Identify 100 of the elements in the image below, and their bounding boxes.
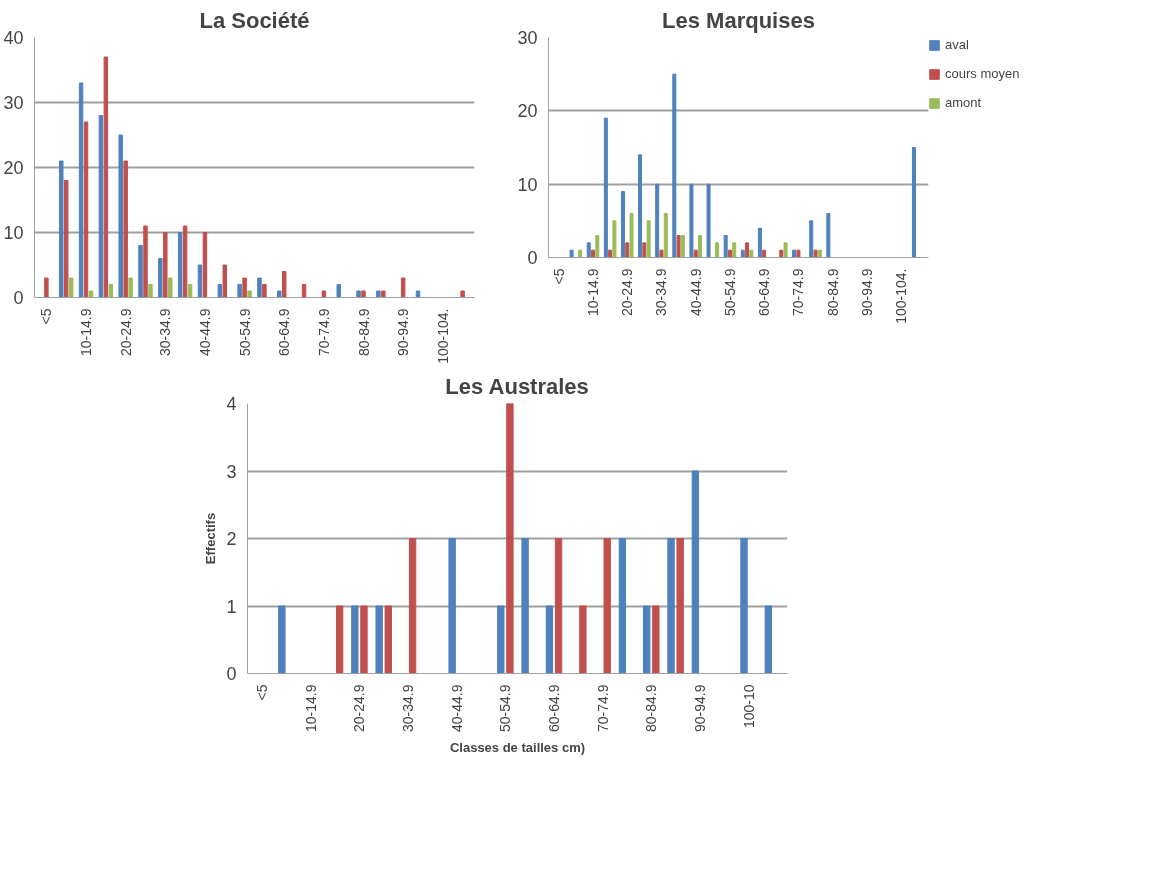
legend-label: aval	[945, 37, 969, 52]
bar	[569, 249, 574, 258]
bar	[408, 538, 417, 674]
bar	[361, 290, 366, 298]
bar	[618, 538, 627, 674]
x-tick-label: <5	[550, 268, 567, 285]
bar	[242, 277, 247, 298]
bar	[59, 160, 64, 298]
bar	[591, 249, 595, 258]
x-tick-label: 50-54.9	[721, 268, 738, 316]
bar	[749, 249, 754, 258]
bar	[667, 538, 675, 674]
bar	[521, 538, 529, 674]
bar	[764, 605, 773, 674]
bar	[655, 183, 660, 258]
bar	[448, 538, 456, 674]
y-tick-label: 20	[517, 101, 538, 122]
x-tick-label: 70-74.9	[594, 684, 611, 732]
x-tick-label: 70-74.9	[790, 268, 807, 316]
bar	[796, 249, 801, 258]
bar	[282, 271, 287, 298]
bar	[247, 290, 252, 298]
bar	[826, 213, 831, 258]
chart-title: Les Australes	[445, 373, 589, 399]
bar	[809, 220, 814, 258]
bar	[740, 538, 748, 674]
y-tick-label: 2	[226, 529, 237, 549]
x-tick-label: 60-64.9	[276, 308, 293, 356]
bar	[779, 249, 784, 258]
x-tick-label: 10-14.9	[302, 684, 319, 732]
legend-label: amont	[945, 95, 982, 110]
y-axis-title: Effectifs	[203, 512, 219, 565]
x-tick-label: 90-94.9	[858, 268, 875, 316]
bar	[384, 605, 392, 674]
bar	[693, 249, 698, 258]
bar	[351, 605, 359, 674]
bar	[360, 605, 368, 674]
y-tick-label: 1	[226, 596, 237, 617]
bar	[646, 220, 651, 258]
bar	[321, 290, 327, 298]
bar	[262, 284, 267, 298]
bar	[257, 277, 262, 298]
bar	[723, 235, 728, 258]
y-tick-label: 10	[3, 223, 24, 243]
bar	[608, 249, 613, 258]
bar	[182, 225, 188, 298]
x-tick-label: 50-54.9	[236, 308, 253, 356]
x-tick-label: 100-104.	[434, 308, 451, 364]
bar	[168, 277, 173, 298]
bar	[128, 277, 133, 298]
bar	[612, 220, 617, 258]
x-tick-label: 10-14.9	[78, 308, 95, 356]
x-tick-label: 80-84.9	[824, 268, 841, 316]
bar	[506, 403, 514, 674]
bar	[197, 264, 203, 298]
bar	[217, 284, 223, 298]
bar	[143, 225, 148, 298]
x-tick-label: 50-54.9	[497, 684, 514, 732]
bar	[400, 277, 406, 298]
x-tick-label: <5	[38, 308, 55, 325]
bar	[659, 249, 664, 258]
bar	[595, 235, 600, 258]
bar	[663, 213, 668, 258]
x-tick-label: 80-84.9	[355, 308, 372, 356]
y-tick-label: 3	[226, 461, 237, 482]
bar	[680, 235, 685, 258]
x-tick-label: 60-64.9	[545, 684, 562, 732]
bar	[545, 605, 554, 674]
bar	[638, 154, 643, 258]
x-tick-label: 90-94.9	[395, 308, 412, 356]
x-tick-label: 30-34.9	[400, 684, 417, 732]
x-tick-label: 100-104.	[893, 268, 910, 324]
bar	[813, 249, 818, 258]
bar	[911, 147, 916, 258]
x-tick-label: 20-24.9	[351, 684, 368, 732]
bar	[460, 290, 465, 298]
bar	[792, 249, 797, 258]
bar	[103, 56, 109, 298]
bar	[138, 245, 143, 298]
x-tick-label: 20-24.9	[117, 308, 134, 356]
bar	[625, 242, 630, 258]
bar	[672, 73, 677, 258]
chart-title: Les Marquises	[662, 7, 815, 33]
y-tick-label: 40	[3, 28, 24, 48]
x-tick-label: 40-44.9	[448, 684, 465, 732]
legend-label: cours moyen	[945, 66, 1020, 81]
bar	[676, 538, 684, 674]
x-tick-label: 80-84.9	[643, 684, 660, 732]
y-tick-label: 0	[13, 288, 24, 308]
y-tick-label: 30	[517, 28, 538, 48]
bar	[691, 470, 700, 674]
y-tick-label: 0	[527, 248, 538, 268]
x-tick-label: 60-64.9	[756, 268, 773, 316]
bar	[237, 284, 242, 298]
bar	[603, 538, 611, 674]
x-tick-label: 30-34.9	[157, 308, 174, 356]
y-tick-label: 10	[517, 174, 538, 195]
bar	[148, 284, 153, 298]
bar	[727, 249, 732, 258]
bar	[732, 242, 737, 258]
